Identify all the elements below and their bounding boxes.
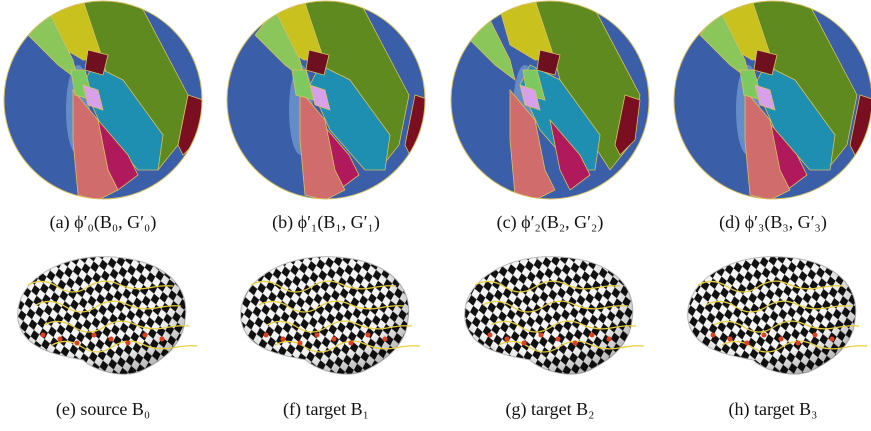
landmark — [143, 333, 148, 338]
segmentation-panel: (d) ϕ′₃(B₃, G′₃) — [674, 0, 871, 233]
landmark — [590, 333, 595, 338]
landmark — [298, 341, 303, 346]
landmark — [315, 333, 320, 338]
caption: (f) target B₁ — [283, 399, 369, 420]
landmark — [281, 337, 286, 342]
landmark — [830, 337, 835, 342]
caption: (d) ϕ′₃(B₃, G′₃) — [719, 212, 827, 233]
segmentation-panel: (b) ϕ′₁(B₁, G′₁) — [227, 0, 430, 233]
landmark — [349, 341, 354, 346]
landmark — [745, 341, 750, 346]
landmark — [522, 341, 527, 346]
landmark — [711, 333, 716, 338]
panels: (a) ϕ′₀(B₀, G′₀) (b) ϕ′₁(B₁, G′₁) (c) ϕ′₂(… — [4, 0, 871, 420]
landmark — [796, 341, 801, 346]
caption: (e) source B₀ — [56, 399, 150, 420]
landmark — [556, 337, 561, 342]
landmark — [366, 333, 371, 338]
landmark — [539, 333, 544, 338]
brain-shading — [241, 257, 409, 375]
landmark — [160, 337, 165, 342]
landmark — [264, 333, 269, 338]
brain-panel: (e) source B₀ — [18, 257, 197, 421]
brain-shading — [465, 257, 633, 375]
landmark — [92, 333, 97, 338]
landmark — [728, 337, 733, 342]
brain-shading — [688, 257, 856, 375]
segmentation-panel: (c) ϕ′₂(B₂, G′₂) — [451, 0, 649, 233]
landmark — [488, 333, 493, 338]
brain-panel: (f) target B₁ — [241, 257, 420, 421]
landmark — [126, 341, 131, 346]
caption: (g) target B₂ — [506, 399, 595, 420]
segmentation-panel: (a) ϕ′₀(B₀, G′₀) — [4, 0, 203, 233]
landmark — [332, 337, 337, 342]
brain-panel: (h) target B₃ — [688, 257, 867, 421]
landmark — [573, 341, 578, 346]
brain-shading — [18, 257, 186, 375]
landmark — [383, 337, 388, 342]
landmark — [813, 333, 818, 338]
landmark — [505, 337, 510, 342]
brain-panel: (g) target B₂ — [465, 257, 644, 421]
segmentation-image — [227, 0, 430, 200]
landmark — [109, 337, 114, 342]
figure: (a) ϕ′₀(B₀, G′₀) (b) ϕ′₁(B₁, G′₁) (c) ϕ′₂(… — [0, 0, 871, 431]
caption: (h) target B₃ — [729, 399, 818, 420]
landmark — [779, 337, 784, 342]
caption: (c) ϕ′₂(B₂, G′₂) — [497, 212, 604, 233]
caption: (b) ϕ′₁(B₁, G′₁) — [272, 212, 380, 233]
caption: (a) ϕ′₀(B₀, G′₀) — [50, 212, 157, 233]
landmark — [607, 337, 612, 342]
landmark — [41, 333, 46, 338]
landmark — [75, 341, 80, 346]
landmark — [762, 333, 767, 338]
landmark — [58, 337, 63, 342]
